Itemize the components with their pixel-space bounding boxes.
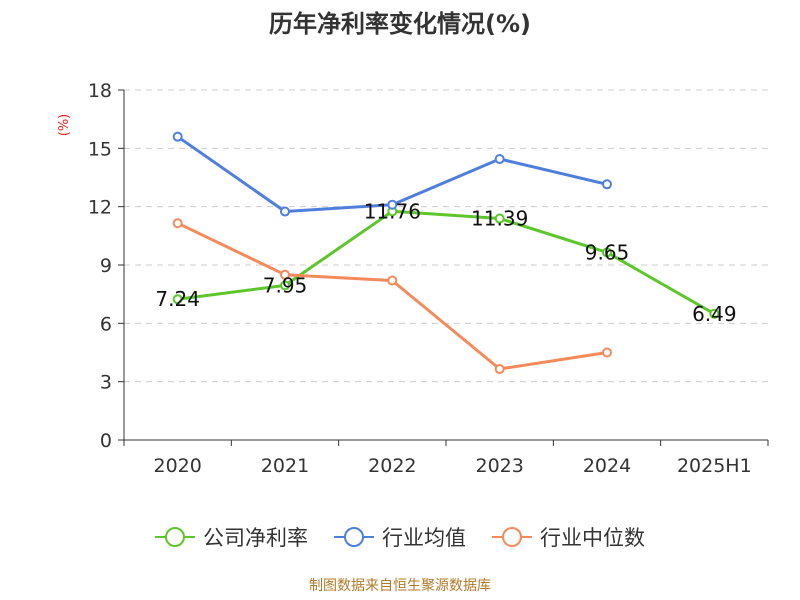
data-point	[602, 347, 612, 358]
x-tick-label: 2023	[475, 455, 523, 477]
data-label: 11.39	[471, 207, 528, 231]
x-tick-label: 2021	[261, 455, 309, 477]
data-point	[602, 179, 612, 190]
data-point	[172, 218, 183, 229]
x-tick-label: 2022	[368, 455, 416, 477]
data-point	[494, 213, 505, 224]
data-label: 7.95	[263, 273, 308, 297]
axes: 0 3 6 9 12 15 18 2020 2021 2022 2023 2024 2025H1	[88, 80, 769, 477]
legend-swatch-marker	[344, 527, 364, 547]
legend-label: 行业中位数	[540, 526, 645, 550]
y-tick-label: 9	[100, 255, 112, 277]
data-point	[709, 308, 720, 319]
data-point	[602, 247, 612, 258]
data-label: 9.65	[585, 240, 630, 264]
legend-swatch-marker	[502, 527, 522, 547]
legend-label: 行业均值	[382, 526, 466, 550]
x-tick-label: 2020	[153, 455, 201, 477]
data-point	[280, 269, 290, 280]
data-point	[172, 294, 183, 305]
data-label: 11.76	[364, 199, 421, 223]
series-line-0	[177, 209, 716, 316]
data-point	[280, 206, 290, 217]
data-point	[387, 275, 398, 286]
legend-swatch-marker	[165, 527, 185, 547]
legend-label: 公司净利率	[203, 526, 308, 550]
x-tick-label: 2025H1	[677, 455, 752, 477]
legend: 公司净利率 行业均值 行业中位数	[155, 526, 645, 550]
series-layer	[172, 131, 720, 375]
y-tick-label: 12	[88, 197, 112, 219]
y-tick-label: 0	[100, 430, 112, 452]
data-point	[494, 364, 505, 375]
data-point	[494, 154, 505, 165]
y-tick-label: 15	[88, 138, 112, 160]
data-point	[387, 199, 398, 210]
data-label: 7.24	[155, 287, 200, 311]
source-footer: 制图数据来自恒生聚源数据库	[309, 578, 491, 594]
y-tick-label: 6	[100, 313, 112, 335]
data-point	[280, 280, 290, 291]
x-tick-label: 2024	[583, 455, 631, 477]
grid-lines	[124, 89, 768, 383]
series-line-2	[177, 221, 608, 371]
y-tick-label: 18	[88, 80, 112, 102]
y-tick-label: 3	[100, 372, 112, 394]
data-label: 6.49	[692, 302, 737, 326]
data-labels: 7.24 7.95 11.76 11.39 9.65 6.49	[155, 199, 736, 325]
data-point	[172, 131, 183, 142]
chart-title: 历年净利率变化情况(%)	[269, 10, 531, 38]
y-axis-unit: (%)	[57, 114, 72, 137]
